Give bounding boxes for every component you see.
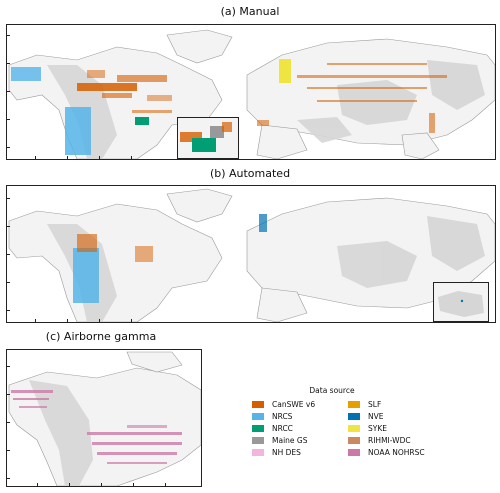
nrcs-auto-sites <box>73 248 99 303</box>
legend-item-nrcc: NRCC <box>252 423 348 433</box>
rihmi-sites <box>257 63 447 133</box>
legend-item-noaa: NOAA NOHRSC <box>348 447 438 457</box>
panel-c-title: (c) Airborne gamma <box>45 330 157 343</box>
nrcc-sites <box>135 117 149 125</box>
nve-sites <box>259 214 267 232</box>
canswe-auto-sites <box>77 234 97 252</box>
legend-swatch <box>348 412 360 420</box>
legend-item-nve: NVE <box>348 411 438 421</box>
legend-label: NVE <box>368 411 384 421</box>
legend-swatch <box>252 412 264 420</box>
legend-grid: CanSWE v6 SLF NRCS NVE NRCC SYKE Maine G… <box>252 399 425 457</box>
inset-europe <box>433 282 489 322</box>
legend-item-maine-gs: Maine GS <box>252 435 348 445</box>
syke-sites <box>279 59 291 83</box>
legend-item-nrcs: NRCS <box>252 411 348 421</box>
legend-swatch <box>348 448 360 456</box>
legend-label: RIHMI-WDC <box>368 435 411 445</box>
legend-label: NRCC <box>272 423 293 433</box>
canswe-sites <box>77 70 172 113</box>
legend-label: NH DES <box>272 447 301 457</box>
panel-a-svg <box>8 29 495 159</box>
legend-label: SLF <box>368 399 382 409</box>
noaa-nohrsc-lines <box>11 390 182 464</box>
legend-item-rihmi: RIHMI-WDC <box>348 435 438 445</box>
legend-label: Maine GS <box>272 435 308 445</box>
panel-c-svg <box>8 351 201 486</box>
panel-a-title: (a) Manual <box>220 5 280 18</box>
legend-swatch <box>348 400 360 408</box>
legend-item-canswe: CanSWE v6 <box>252 399 348 409</box>
legend-label: SYKE <box>368 423 387 433</box>
legend-label: CanSWE v6 <box>272 399 316 409</box>
legend-swatch <box>348 424 360 432</box>
legend-swatch <box>252 400 264 408</box>
legend-item-slf: SLF <box>348 399 438 409</box>
legend-label: NOAA NOHRSC <box>368 447 425 457</box>
legend-item-nh-des: NH DES <box>252 447 348 457</box>
legend-swatch <box>252 448 264 456</box>
legend-item-syke: SYKE <box>348 423 438 433</box>
legend-swatch <box>252 436 264 444</box>
manual-sites <box>11 59 447 155</box>
legend-swatch <box>252 424 264 432</box>
legend-label: NRCS <box>272 411 293 421</box>
panel-b-title: (b) Automated <box>209 167 291 180</box>
panel-c-map <box>6 349 202 487</box>
panel-a-map <box>6 24 496 160</box>
nrcs-sites <box>11 67 91 155</box>
panel-b-map <box>6 185 496 323</box>
automated-sites <box>73 214 267 303</box>
legend-swatch <box>348 436 360 444</box>
panel-b-svg <box>8 188 495 322</box>
inset-northeast-us <box>177 117 239 159</box>
legend-title: Data source <box>309 386 355 395</box>
legend: Data source CanSWE v6 SLF NRCS NVE NRCC … <box>252 386 425 457</box>
